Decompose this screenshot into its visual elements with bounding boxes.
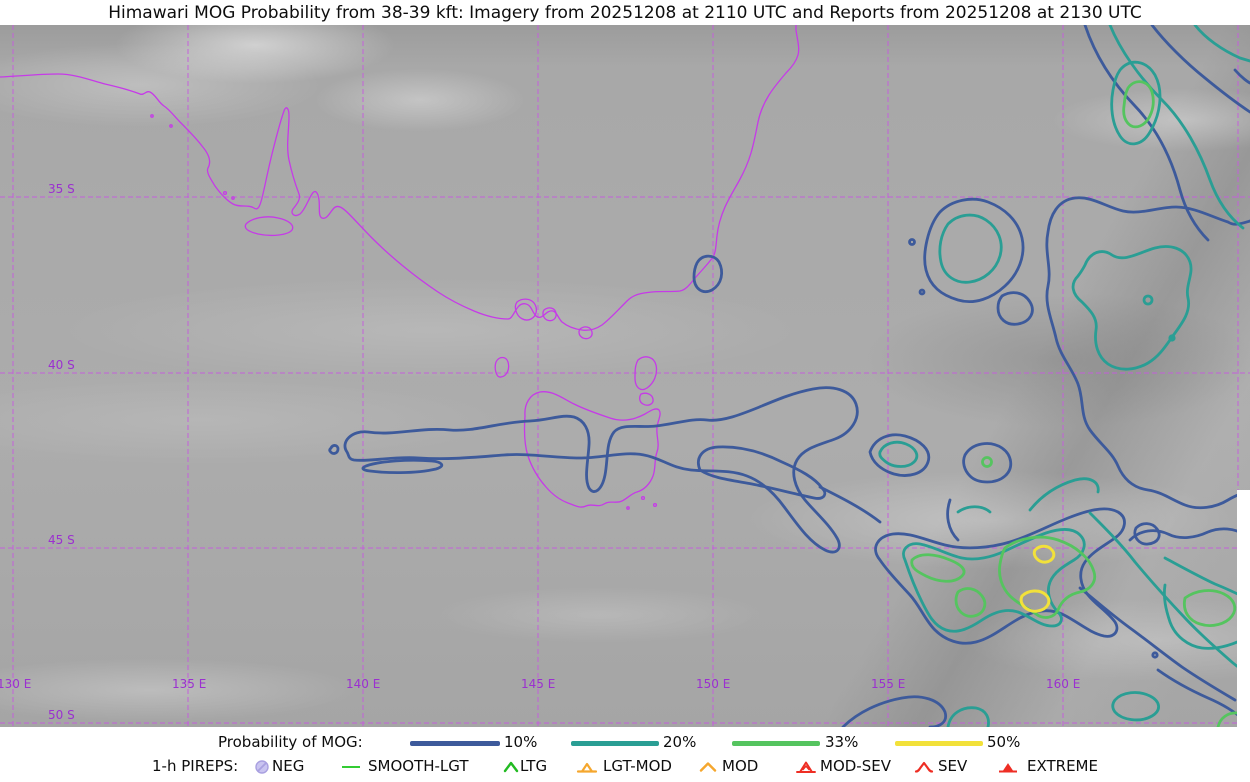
pirep-smooth-lgt-label: SMOOTH-LGT xyxy=(368,757,469,775)
pireps-legend-label: 1-h PIREPS: xyxy=(152,757,239,775)
prob-50pct-label: 50% xyxy=(987,733,1021,751)
prob-10pct-line xyxy=(410,741,500,746)
lon-label-130e: 130 E xyxy=(0,677,32,691)
coastline-layer xyxy=(0,25,800,510)
lon-label-155e: 155 E xyxy=(871,677,906,691)
ltg-icon xyxy=(503,761,519,773)
mod-icon xyxy=(699,762,717,772)
prob-20pct-line xyxy=(571,741,659,746)
legend: Probability of MOG: 10% 20% 33% 50% 1-h … xyxy=(0,727,1250,782)
pirep-neg-label: NEG xyxy=(272,757,305,775)
map-overlay xyxy=(0,25,1250,727)
probability-legend-label: Probability of MOG: xyxy=(218,733,363,751)
imagery-edge-blank xyxy=(1237,490,1250,727)
mod-sev-icon xyxy=(796,761,816,773)
prob-20pct-label: 20% xyxy=(663,733,697,751)
pirep-mod-label: MOD xyxy=(722,757,759,775)
pirep-sev-label: SEV xyxy=(938,757,968,775)
sev-icon xyxy=(914,761,934,773)
neg-icon xyxy=(255,760,269,774)
contour-10pct-layer xyxy=(328,25,1250,727)
smooth-lgt-icon xyxy=(342,766,360,768)
page-title: Himawari MOG Probability from 38-39 kft:… xyxy=(108,3,1142,23)
contour-33pct-layer xyxy=(910,80,1240,727)
prob-33pct-label: 33% xyxy=(825,733,859,751)
extreme-icon xyxy=(999,763,1017,773)
satellite-map: 35 S 40 S 45 S 50 S 130 E 135 E 140 E 14… xyxy=(0,25,1250,727)
lon-label-145e: 145 E xyxy=(521,677,556,691)
contour-50pct-layer xyxy=(1019,544,1056,613)
prob-33pct-line xyxy=(732,741,820,746)
lat-label-50s: 50 S xyxy=(48,708,75,722)
lgt-mod-icon xyxy=(576,762,598,773)
pirep-extreme-label: EXTREME xyxy=(1027,757,1098,775)
prob-10pct-label: 10% xyxy=(504,733,538,751)
lon-label-150e: 150 E xyxy=(696,677,731,691)
lat-label-45s: 45 S xyxy=(48,533,75,547)
lon-label-160e: 160 E xyxy=(1046,677,1081,691)
lat-label-35s: 35 S xyxy=(48,182,75,196)
pirep-lgt-mod-label: LGT-MOD xyxy=(603,757,672,775)
prob-50pct-line xyxy=(895,741,983,746)
pirep-ltg-label: LTG xyxy=(520,757,548,775)
lon-label-140e: 140 E xyxy=(346,677,381,691)
lat-label-40s: 40 S xyxy=(48,358,75,372)
lon-label-135e: 135 E xyxy=(172,677,207,691)
pirep-mod-sev-label: MOD-SEV xyxy=(820,757,891,775)
